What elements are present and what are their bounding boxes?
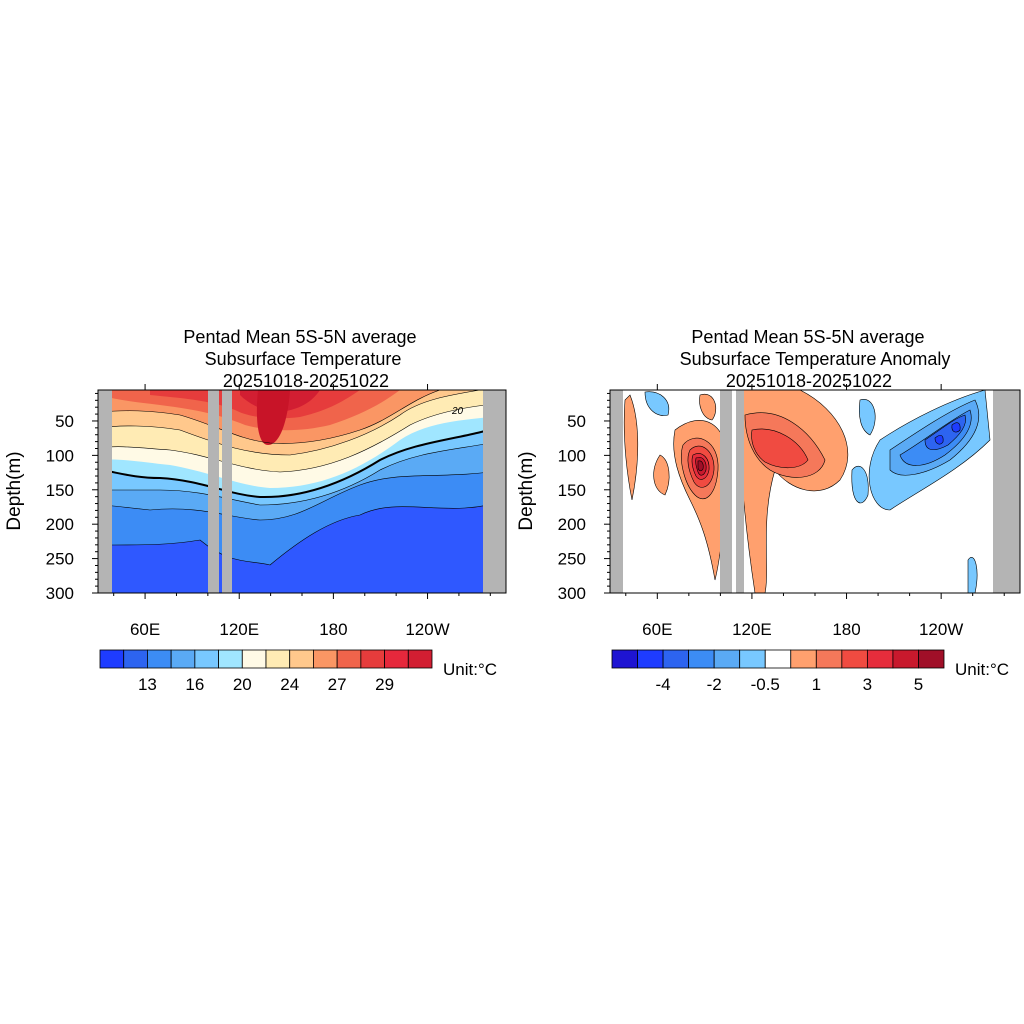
colorbar-swatch (99, 649, 125, 669)
title-line-2: Subsurface Temperature (205, 349, 402, 369)
anomaly-field (610, 390, 1020, 593)
colorbar-label: 13 (138, 675, 157, 694)
x-tick-label: 60E (130, 620, 160, 639)
colorbar-swatch (892, 649, 919, 669)
contour-label-20: 20 (451, 406, 464, 417)
isotherm-20c (98, 424, 506, 499)
colorbar-swatch (147, 649, 172, 669)
unit-label: Unit:°C (443, 660, 497, 679)
title-line-1: Pentad Mean 5S-5N average (183, 327, 416, 347)
colorbar-label: 16 (185, 675, 204, 694)
colorbar-label: -4 (656, 675, 671, 694)
y-tick-label: 100 (558, 446, 586, 465)
axes-left: 60E 120E 180 120W 50 100 150 200 250 300 (46, 384, 491, 639)
y-tick-label: 200 (558, 515, 586, 534)
colorbar-swatch (918, 649, 945, 669)
colorbar-swatch (336, 649, 362, 669)
colorbar-swatch (123, 649, 148, 669)
colorbar-label: -2 (707, 675, 722, 694)
colorbar-swatch (662, 649, 690, 669)
y-tick-label: 250 (558, 550, 586, 569)
x-tick-label: 180 (832, 620, 860, 639)
colorbar-swatch (384, 649, 409, 669)
y-axis-label: Depth(m) (516, 451, 537, 530)
colorbar-swatch (739, 649, 766, 669)
colorbar-label: 3 (863, 675, 872, 694)
land-mask (98, 390, 506, 593)
x-tick-label: 120W (919, 620, 963, 639)
colorbar-label: 1 (812, 675, 821, 694)
y-tick-label: 50 (567, 412, 586, 431)
panel-anomaly: Pentad Mean 5S-5N average Subsurface Tem… (516, 327, 1021, 694)
colorbar-swatch (790, 649, 817, 669)
colorbar-label: 5 (914, 675, 923, 694)
x-tick-label: 120W (405, 620, 449, 639)
title-line-1: Pentad Mean 5S-5N average (691, 327, 924, 347)
x-tick-label: 120E (219, 620, 259, 639)
colorbar-anomaly: -4 -2 -0.5 1 3 5 (611, 649, 945, 694)
y-tick-label: 200 (46, 515, 74, 534)
colorbar-swatch (313, 649, 338, 669)
y-tick-label: 300 (46, 584, 74, 603)
colorbar-swatch (265, 649, 291, 669)
title-line-2: Subsurface Temperature Anomaly (680, 349, 951, 369)
title-line-3: 20251018-20251022 (726, 371, 892, 391)
colorbar-swatch (688, 649, 715, 669)
panel-temperature: Pentad Mean 5S-5N average Subsurface Tem… (4, 327, 507, 694)
x-tick-label: 180 (319, 620, 347, 639)
colorbar-swatch (218, 649, 243, 669)
y-tick-label: 150 (46, 481, 74, 500)
colorbar-swatch (764, 649, 792, 669)
axes-right: 60E 120E 180 120W 50 100 150 200 250 300 (558, 384, 1005, 639)
y-tick-label: 300 (558, 584, 586, 603)
x-tick-label: 120E (732, 620, 772, 639)
colorbar-label: 24 (280, 675, 299, 694)
y-tick-label: 100 (46, 446, 74, 465)
colorbar-swatch (866, 649, 894, 669)
colorbar-label: 27 (328, 675, 347, 694)
colorbar-swatch (815, 649, 843, 669)
y-tick-label: 150 (558, 481, 586, 500)
colorbar-swatch (407, 649, 433, 669)
colorbar-swatch (841, 649, 868, 669)
colorbar-label: -0.5 (751, 675, 780, 694)
colorbar-swatch (241, 649, 267, 669)
y-axis-label: Depth(m) (4, 451, 25, 530)
colorbar-swatch (713, 649, 741, 669)
colorbar-swatch (611, 649, 638, 669)
colorbar-label: 29 (375, 675, 394, 694)
colorbar-swatch (194, 649, 219, 669)
title-line-3: 20251018-20251022 (223, 371, 389, 391)
x-tick-label: 60E (642, 620, 672, 639)
colorbar-swatch (289, 649, 314, 669)
colorbar-label: 20 (233, 675, 252, 694)
colorbar-swatch (170, 649, 196, 669)
temperature-field (98, 390, 506, 593)
y-tick-label: 50 (55, 412, 74, 431)
y-tick-label: 250 (46, 550, 74, 569)
unit-label: Unit:°C (955, 660, 1009, 679)
colorbar-swatch (637, 649, 664, 669)
colorbar-swatch (360, 649, 385, 669)
land-mask (610, 390, 1020, 593)
colorbar-temperature: 13 16 20 24 27 29 (99, 649, 433, 694)
